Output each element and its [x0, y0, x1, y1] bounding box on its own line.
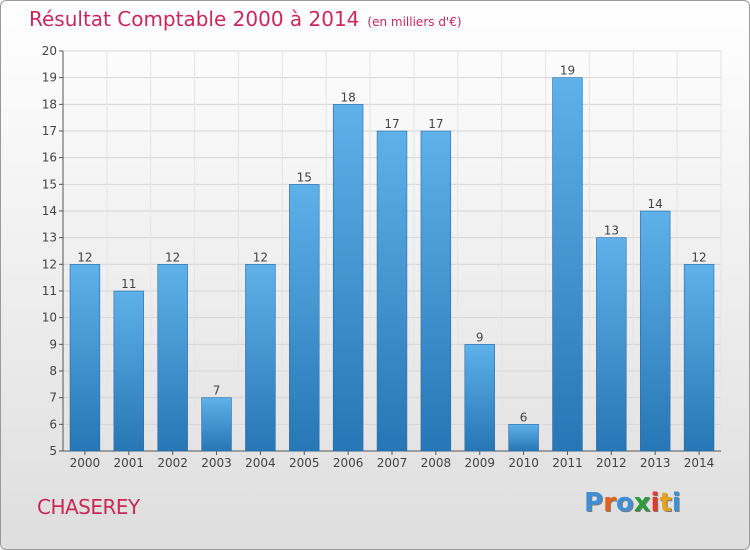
bar-2002	[157, 264, 188, 452]
logo-letter: i	[650, 488, 660, 518]
logo-letter: x	[633, 488, 651, 518]
x-tick-label: 2013	[640, 456, 671, 470]
bar-2013	[639, 210, 671, 452]
data-label: 14	[648, 197, 663, 211]
x-tick-label: 2012	[596, 456, 627, 470]
x-tick-label: 2009	[464, 456, 495, 470]
proxiti-logo: Proxiti	[584, 488, 681, 518]
bar-2006	[332, 104, 364, 452]
data-label: 18	[340, 90, 355, 104]
y-tick-label: 8	[49, 364, 57, 378]
y-tick-label: 13	[42, 231, 57, 245]
logo-letter: P	[584, 488, 604, 518]
data-label: 7	[213, 384, 221, 398]
x-tick-label: 2006	[333, 456, 364, 470]
chart-title: Résultat Comptable 2000 à 2014 (en millie…	[29, 7, 462, 31]
y-tick-label: 6	[49, 417, 57, 431]
data-label: 6	[520, 410, 528, 424]
data-label: 12	[77, 250, 92, 264]
y-tick-label: 20	[42, 44, 57, 58]
y-tick-label: 18	[42, 97, 57, 111]
bar-2003	[201, 397, 232, 452]
bar-2009	[464, 344, 495, 452]
bar-2001	[113, 290, 145, 452]
data-label: 12	[691, 250, 706, 264]
bars	[69, 77, 715, 452]
y-tick-label: 7	[49, 391, 57, 405]
data-label: 12	[253, 250, 268, 264]
x-tick-label: 2001	[114, 456, 145, 470]
data-label: 15	[297, 170, 312, 184]
data-label: 12	[165, 250, 180, 264]
bar-2012	[596, 237, 627, 452]
x-tick-label: 2000	[70, 456, 101, 470]
bar-2004	[245, 264, 276, 452]
y-tick-label: 9	[49, 337, 57, 351]
y-tick-label: 15	[42, 177, 57, 191]
bar-2007	[376, 130, 408, 452]
logo-letter: r	[603, 488, 616, 518]
y-tick-label: 5	[49, 444, 57, 458]
y-tick-label: 14	[42, 204, 57, 218]
y-tick-label: 17	[42, 124, 57, 138]
logo-letter: t	[659, 488, 672, 518]
bar-2011	[552, 77, 583, 452]
data-labels: 12 11 12 7 12 15 18 17 17 9 6 19 13 14 12	[77, 64, 706, 425]
bar-2000	[69, 264, 101, 452]
commune-name: CHASEREY	[37, 495, 140, 519]
x-tick-label: 2007	[377, 456, 408, 470]
bar-2014	[683, 264, 715, 452]
data-label: 17	[428, 117, 443, 131]
bar-2010	[508, 424, 539, 452]
data-label: 13	[604, 224, 619, 238]
x-tick-label: 2010	[508, 456, 539, 470]
bar-2005	[289, 184, 320, 452]
y-tick-label: 12	[42, 257, 57, 271]
logo-letter: o	[615, 488, 634, 518]
y-tick-label: 16	[42, 151, 57, 165]
chart-unit: (en milliers d'€)	[367, 15, 462, 29]
x-tick-label: 2014	[684, 456, 715, 470]
data-label: 17	[384, 117, 399, 131]
chart-title-text: Résultat Comptable 2000 à 2014	[29, 7, 360, 31]
y-tick-label: 19	[42, 71, 57, 85]
x-tick-label: 2005	[289, 456, 320, 470]
bar-2008	[420, 130, 452, 452]
x-tick-label: 2002	[157, 456, 188, 470]
logo-letter: i	[671, 488, 681, 518]
data-label: 9	[476, 330, 484, 344]
x-tick-label: 2004	[245, 456, 276, 470]
x-tick-label: 2008	[421, 456, 452, 470]
y-tick-label: 11	[42, 284, 57, 298]
x-tick-label: 2003	[201, 456, 232, 470]
data-label: 11	[121, 277, 136, 291]
data-label: 19	[560, 64, 575, 78]
x-tick-label: 2011	[552, 456, 583, 470]
y-tick-label: 10	[42, 311, 57, 325]
